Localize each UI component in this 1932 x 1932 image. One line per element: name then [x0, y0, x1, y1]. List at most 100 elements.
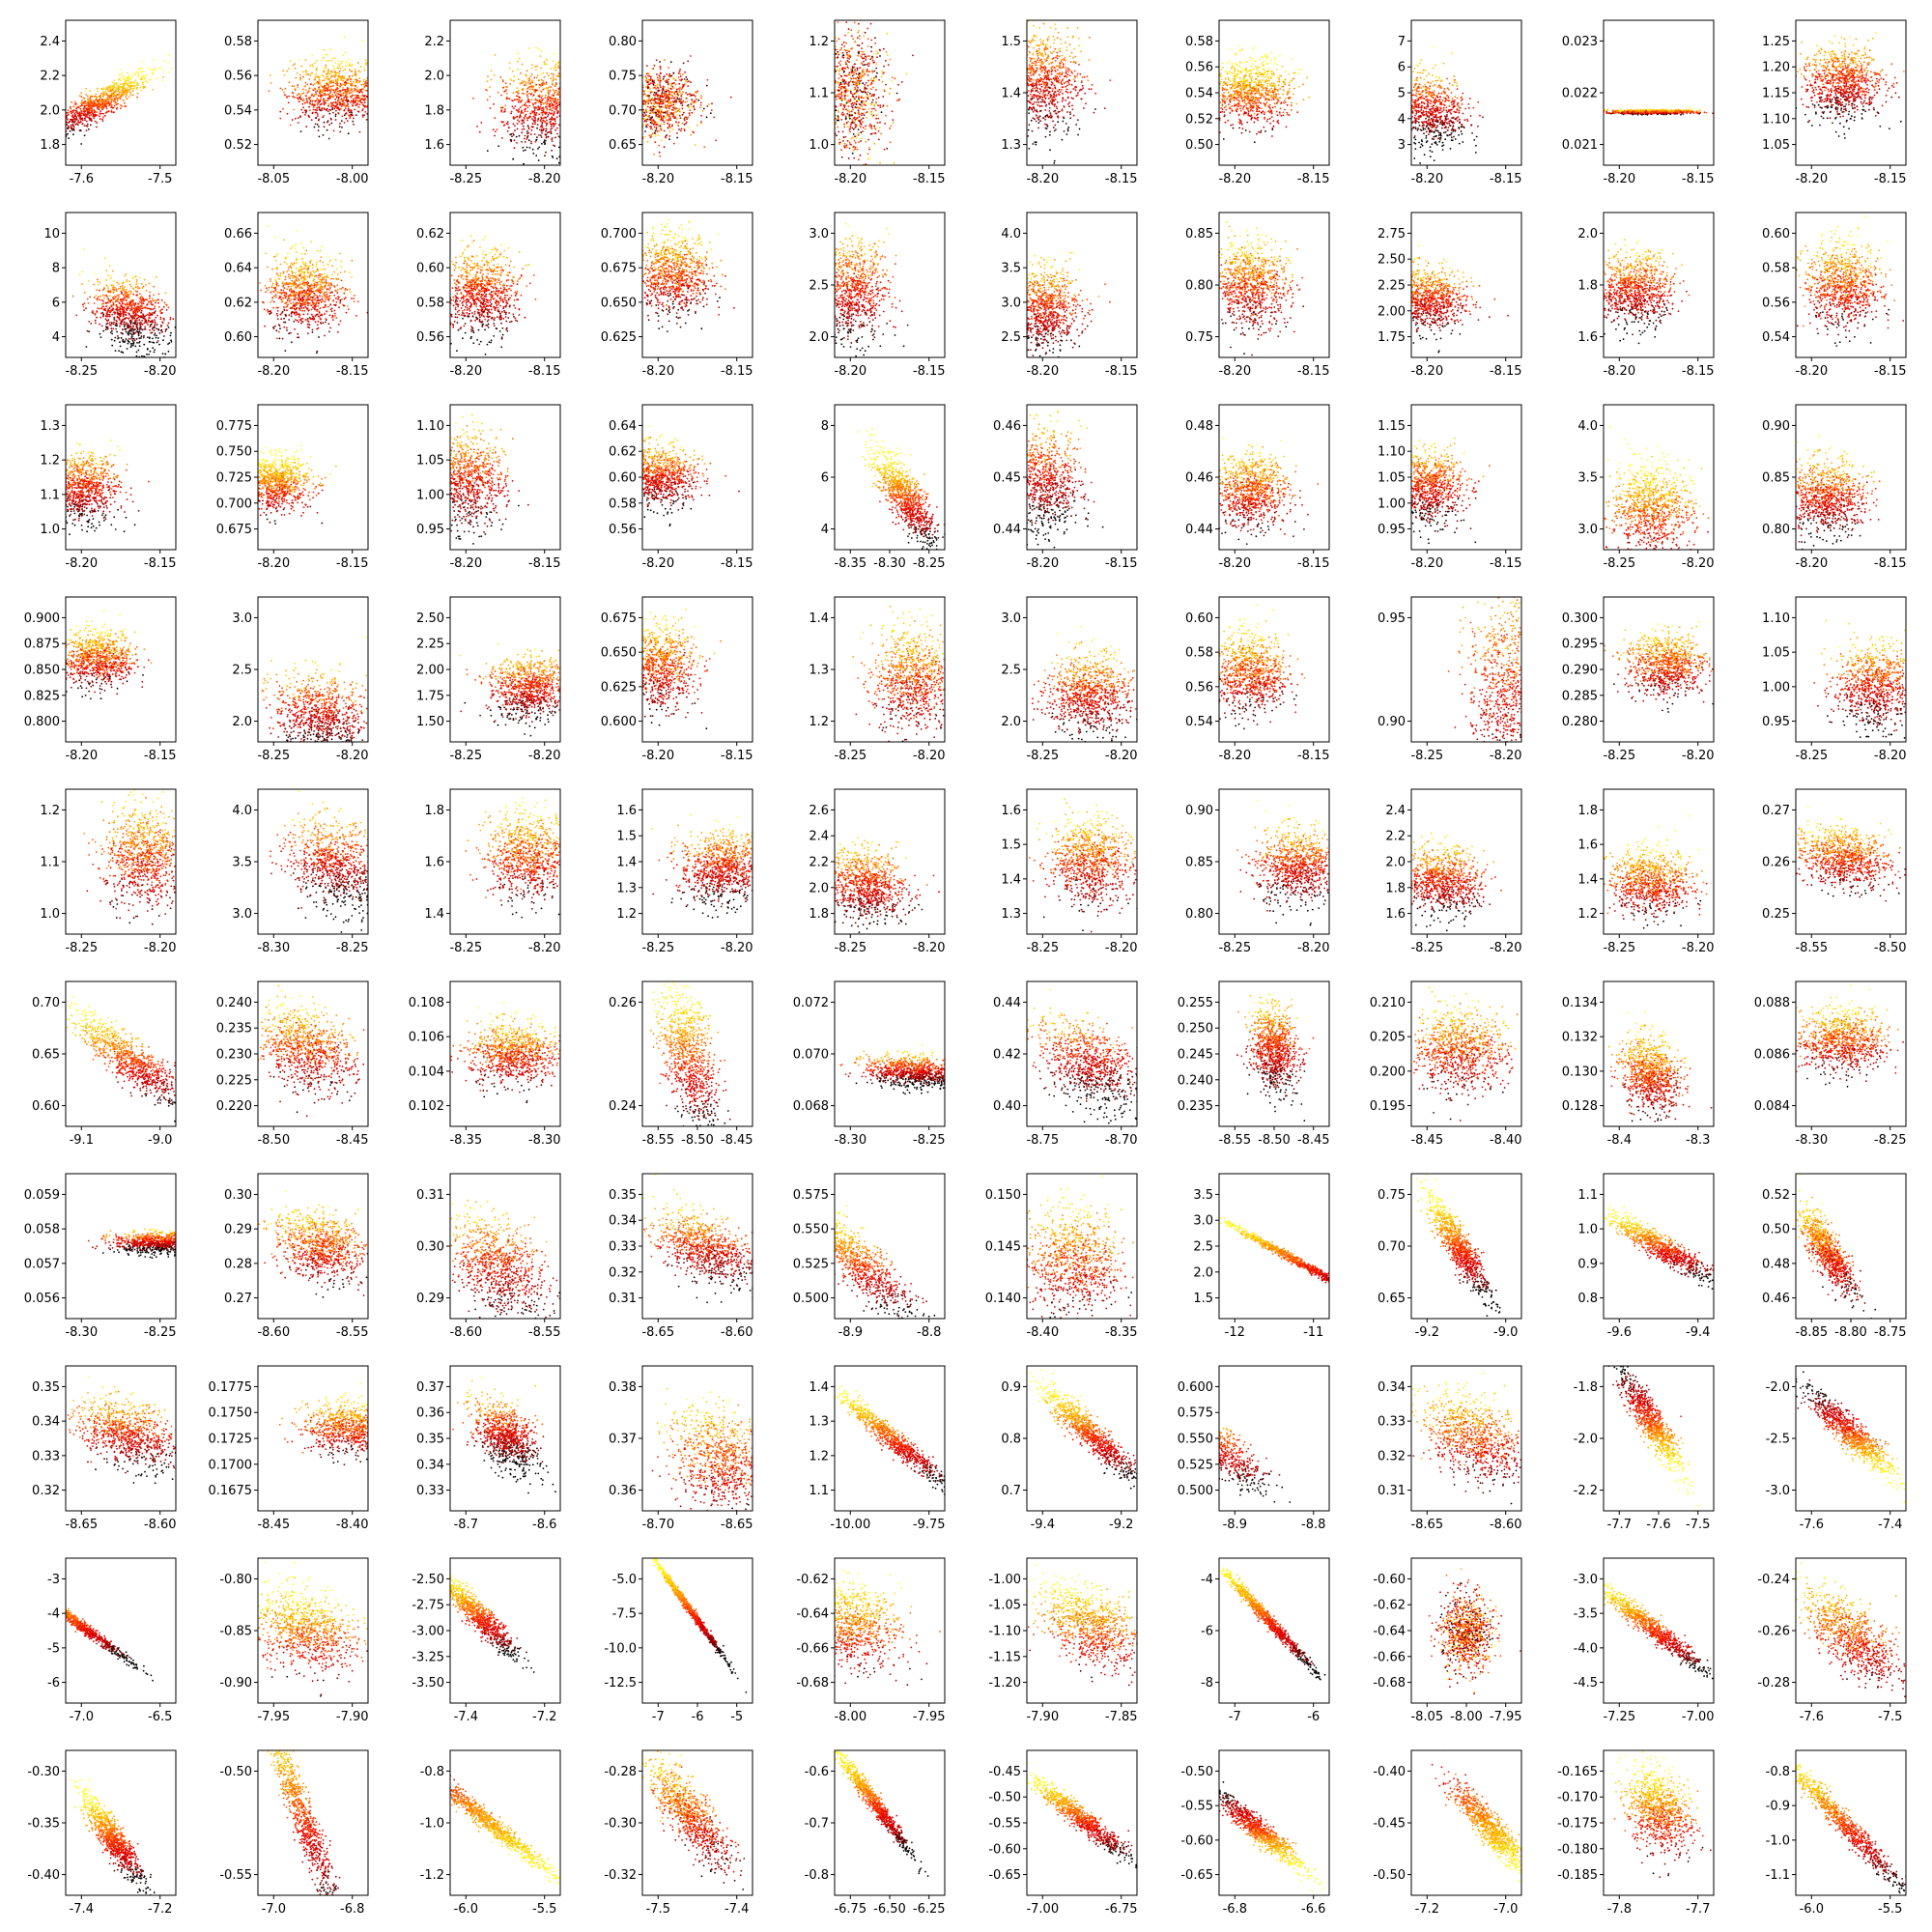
scatter-point [351, 95, 353, 97]
scatter-point [140, 77, 142, 79]
scatter-point [526, 114, 527, 116]
scatter-point [347, 82, 349, 84]
scatter-point [90, 107, 92, 109]
scatter-point [312, 89, 314, 91]
scatter-point [120, 107, 122, 109]
scatter-point [120, 80, 122, 82]
scatter-point [572, 80, 574, 82]
scatter-point [654, 65, 656, 67]
scatter-point [1079, 128, 1081, 130]
scatter-point [845, 117, 847, 119]
scatter-point [142, 86, 144, 88]
scatter-point [90, 95, 92, 97]
scatter-point [524, 104, 526, 106]
scatter-point [347, 103, 349, 105]
scatter-point [884, 149, 886, 151]
scatter-point [1013, 71, 1015, 72]
scatter-point [678, 72, 680, 74]
scatter-point [584, 87, 586, 89]
scatter-point [536, 112, 538, 114]
scatter-point [70, 108, 71, 110]
scatter-point [846, 75, 848, 77]
scatter-point [335, 90, 337, 92]
scatter-point [327, 71, 329, 72]
scatter-point [379, 95, 381, 97]
scatter-point [848, 85, 850, 87]
scatter-point [369, 61, 371, 63]
scatter-point [1066, 49, 1068, 51]
scatter-point [553, 123, 554, 125]
scatter-point [1016, 54, 1018, 56]
scatter-point [43, 131, 44, 133]
scatter-point [1017, 129, 1019, 131]
scatter-point [282, 89, 284, 91]
scatter-point [348, 114, 350, 116]
scatter-point [858, 77, 860, 79]
scatter-point [666, 119, 668, 121]
scatter-point [327, 85, 329, 87]
scatter-point [538, 118, 540, 120]
scatter-point [106, 103, 108, 105]
scatter-point [314, 77, 316, 79]
scatter-point [533, 116, 535, 118]
scatter-point [364, 111, 366, 113]
scatter-point [882, 96, 884, 98]
scatter-point [687, 94, 689, 96]
scatter-point [868, 55, 870, 57]
scatter-point [514, 147, 516, 149]
scatter-point [527, 82, 529, 84]
scatter-point [868, 126, 870, 128]
scatter-point [516, 87, 518, 89]
scatter-point [567, 129, 569, 131]
scatter-point [89, 115, 91, 117]
scatter-point [853, 104, 855, 106]
scatter-point [847, 83, 849, 85]
scatter-point [832, 122, 834, 124]
scatter-point [327, 111, 329, 113]
scatter-point [822, 112, 824, 114]
scatter-point [673, 106, 675, 108]
scatter-point [638, 81, 639, 83]
x-tick-label: -8.20 [528, 172, 561, 186]
scatter-point [653, 84, 655, 86]
scatter-point [517, 69, 519, 71]
scatter-point [878, 79, 880, 81]
scatter-point [675, 121, 677, 123]
scatter-point [673, 82, 675, 84]
scatter-point [637, 101, 639, 103]
scatter-point [618, 88, 620, 90]
scatter-point [554, 106, 556, 108]
scatter-point [538, 79, 540, 81]
scatter-point [827, 112, 829, 114]
scatter-point [524, 128, 526, 130]
scatter-point [137, 76, 139, 78]
scatter-point [90, 100, 92, 102]
scatter-point [627, 97, 629, 99]
scatter-point [629, 90, 631, 92]
scatter-point [499, 76, 501, 78]
scatter-point [490, 107, 492, 109]
scatter-point [541, 107, 543, 109]
scatter-point [850, 99, 852, 100]
scatter-point [330, 86, 332, 88]
scatter-point [53, 126, 55, 128]
scatter-point [106, 99, 108, 101]
scatter-point [528, 47, 530, 49]
scatter-point [1066, 27, 1068, 29]
scatter-point [678, 128, 680, 130]
scatter-point [535, 155, 537, 156]
scatter-point [548, 90, 550, 92]
scatter-point [535, 114, 537, 116]
scatter-point [52, 121, 54, 123]
scatter-point [870, 127, 872, 128]
scatter-point [829, 128, 831, 129]
scatter-point [639, 94, 640, 96]
scatter-point [847, 68, 849, 70]
scatter-point [659, 106, 661, 108]
scatter-point [867, 28, 868, 30]
scatter-point [879, 127, 881, 128]
scatter-point [640, 97, 642, 99]
scatter-point [671, 91, 673, 93]
scatter-point [664, 146, 666, 148]
scatter-point [648, 75, 650, 77]
